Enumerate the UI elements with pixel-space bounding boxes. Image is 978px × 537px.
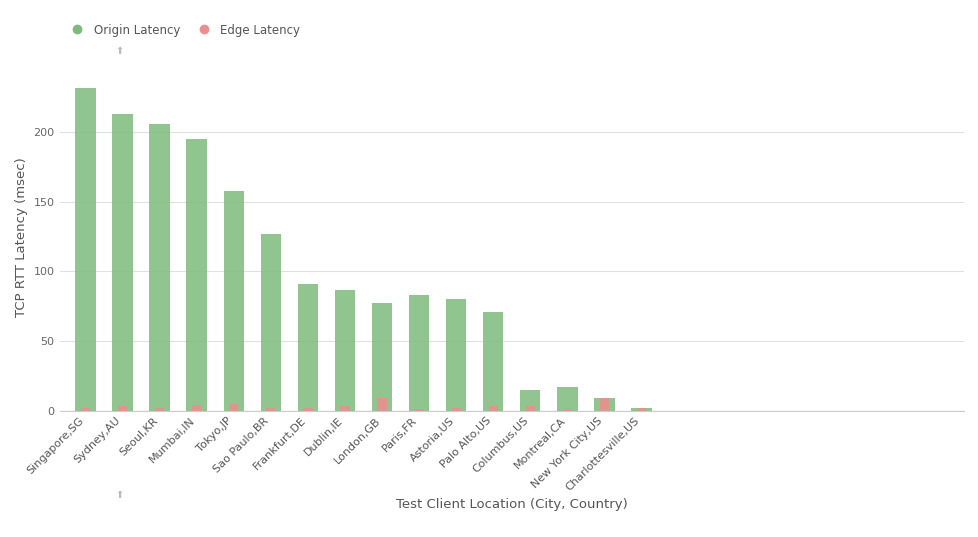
Bar <box>223 191 244 411</box>
Bar <box>260 234 281 411</box>
Bar <box>112 114 133 411</box>
Bar <box>117 407 127 411</box>
Bar <box>594 398 614 411</box>
Bar <box>451 408 461 411</box>
Text: ⬆: ⬆ <box>115 490 123 500</box>
Text: ⬆: ⬆ <box>115 46 123 56</box>
Y-axis label: TCP RTT Latency (msec): TCP RTT Latency (msec) <box>15 157 28 317</box>
Bar <box>155 408 164 411</box>
Bar <box>488 407 498 411</box>
Bar <box>556 387 577 411</box>
Bar <box>600 398 608 411</box>
Bar <box>334 289 355 411</box>
Bar <box>482 312 503 411</box>
Bar <box>562 409 571 411</box>
Bar <box>409 295 429 411</box>
Bar <box>519 390 540 411</box>
Bar <box>631 408 651 411</box>
Bar <box>266 408 275 411</box>
Bar <box>75 88 96 411</box>
Bar <box>377 398 386 411</box>
Bar <box>303 408 312 411</box>
Bar <box>81 408 90 411</box>
Legend: Origin Latency, Edge Latency: Origin Latency, Edge Latency <box>66 24 300 37</box>
Bar <box>637 408 645 411</box>
Bar <box>340 407 349 411</box>
Bar <box>229 404 239 411</box>
Bar <box>297 284 318 411</box>
Bar <box>186 140 206 411</box>
Bar <box>446 299 466 411</box>
Bar <box>372 303 392 411</box>
X-axis label: Test Client Location (City, Country): Test Client Location (City, Country) <box>395 498 627 511</box>
Bar <box>192 405 201 411</box>
Bar <box>525 407 534 411</box>
Bar <box>414 409 423 411</box>
Bar <box>150 124 169 411</box>
